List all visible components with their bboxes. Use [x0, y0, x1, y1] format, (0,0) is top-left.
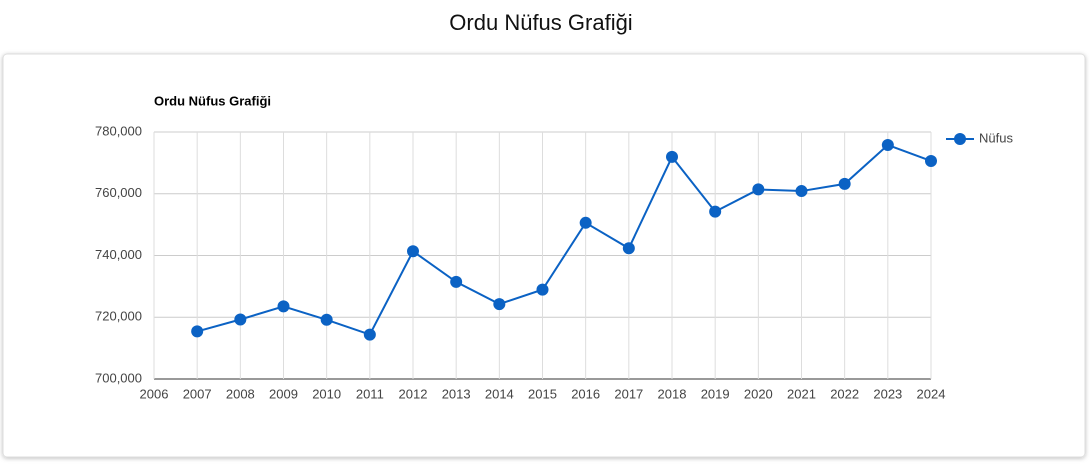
point [407, 245, 419, 258]
x-tick-label: 2012 [399, 386, 428, 401]
point [234, 313, 247, 326]
x-tick-label: 2008 [226, 386, 255, 401]
point [925, 154, 937, 167]
point [493, 298, 506, 311]
point [709, 205, 722, 218]
x-tick-label: 2019 [701, 386, 730, 401]
x-tick-label: 2018 [658, 386, 687, 401]
x-tick-label: 2009 [269, 386, 298, 401]
x-tick-label: 2014 [485, 386, 514, 401]
x-tick-label: 2024 [917, 386, 946, 401]
y-tick-label: 720,000 [95, 309, 142, 324]
y-tick-label: 760,000 [95, 185, 142, 200]
legend-label: Nüfus [979, 130, 1013, 145]
point [666, 150, 678, 163]
point [450, 275, 463, 288]
chart-title: Ordu Nüfus Grafiği [154, 93, 271, 108]
y-tick-label: 780,000 [95, 123, 142, 138]
point [622, 242, 635, 255]
x-tick-label: 2007 [183, 386, 212, 401]
x-tick-label: 2017 [614, 386, 643, 401]
point [320, 313, 333, 326]
x-tick-label: 2022 [830, 386, 859, 401]
point [536, 283, 549, 296]
y-tick-label: 740,000 [95, 247, 142, 262]
y-tick-label: 700,000 [95, 370, 142, 385]
x-tick-label: 2016 [571, 386, 600, 401]
x-tick-label: 2006 [140, 386, 169, 401]
point [838, 177, 851, 190]
point [752, 183, 765, 196]
page-title: Ordu Nüfus Grafiği [449, 10, 632, 35]
x-tick-label: 2020 [744, 386, 773, 401]
line [196, 143, 932, 336]
x-tick-label: 2021 [787, 386, 816, 401]
x-tick-label: 2010 [312, 386, 341, 401]
x-tick-label: 2023 [873, 386, 902, 401]
point [795, 185, 808, 198]
point [579, 216, 592, 229]
point [363, 328, 376, 341]
x-tick-label: 2013 [442, 386, 471, 401]
point [881, 138, 894, 151]
x-tick-label: 2015 [528, 386, 557, 401]
legend-marker [954, 133, 966, 145]
point [191, 325, 204, 338]
point [277, 300, 290, 313]
x-tick-label: 2011 [356, 386, 384, 401]
